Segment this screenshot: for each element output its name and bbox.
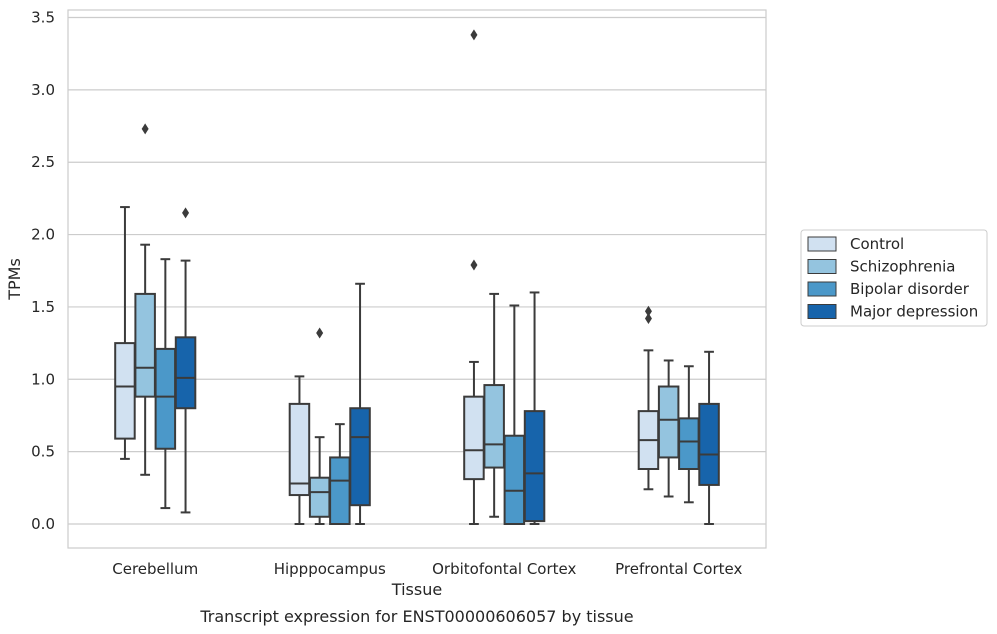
box-control bbox=[114, 206, 136, 460]
x-axis-ticks: Cerebellum Hipppocampus Orbitofontal Corte… bbox=[112, 560, 742, 578]
outlier-marker bbox=[644, 313, 652, 325]
box-major-depression bbox=[174, 207, 197, 514]
chart-caption: Transcript expression for ENST0000060605… bbox=[199, 607, 633, 626]
y-tick-label: 2.0 bbox=[31, 226, 55, 244]
box-iqr bbox=[329, 456, 351, 525]
box-iqr bbox=[523, 410, 546, 523]
legend-label: Schizophrenia bbox=[850, 258, 955, 276]
legend-swatch bbox=[807, 259, 837, 274]
outlier-marker bbox=[470, 29, 478, 41]
box-iqr bbox=[678, 417, 700, 471]
box-schizophrenia bbox=[134, 123, 156, 476]
box-schizophrenia bbox=[308, 327, 331, 525]
box-iqr bbox=[503, 434, 526, 525]
outlier-marker bbox=[141, 123, 149, 135]
y-tick-label: 0.0 bbox=[31, 515, 55, 533]
legend-swatch bbox=[807, 304, 837, 319]
box-iqr bbox=[483, 384, 505, 469]
box-iqr bbox=[349, 407, 371, 507]
box-control bbox=[288, 375, 311, 525]
box-bipolar-disorder bbox=[329, 423, 351, 525]
x-axis-label: Tissue bbox=[391, 580, 442, 599]
box-iqr bbox=[288, 402, 311, 497]
box-schizophrenia bbox=[483, 292, 505, 518]
box-major-depression bbox=[349, 282, 371, 525]
box-iqr bbox=[134, 292, 156, 398]
x-tick-label: Cerebellum bbox=[112, 560, 198, 578]
legend-swatch bbox=[807, 281, 837, 297]
x-tick-label: Orbitofontal Cortex bbox=[432, 560, 576, 578]
y-tick-label: 1.5 bbox=[31, 298, 55, 316]
box-iqr bbox=[657, 385, 680, 459]
x-tick-label: Prefrontal Cortex bbox=[615, 560, 742, 578]
box-schizophrenia bbox=[657, 359, 680, 498]
legend-label: Bipolar disorder bbox=[850, 280, 970, 298]
box-iqr bbox=[154, 347, 177, 450]
y-axis-ticks: 0.0 0.5 1.0 1.5 2.0 2.5 3.0 3.5 bbox=[31, 9, 55, 534]
box-major-depression bbox=[523, 291, 546, 525]
outlier-marker bbox=[182, 207, 190, 219]
y-tick-label: 1.0 bbox=[31, 370, 55, 388]
legend-swatch bbox=[807, 236, 837, 252]
legend: Control Schizophrenia Bipolar disorder Majo… bbox=[800, 229, 988, 327]
y-tick-label: 2.5 bbox=[31, 153, 55, 171]
box-bipolar-disorder bbox=[678, 365, 700, 504]
outlier-marker bbox=[316, 327, 324, 339]
legend-label: Major depression bbox=[850, 303, 978, 321]
box-iqr bbox=[174, 336, 197, 410]
y-axis-label: TPMs bbox=[5, 258, 24, 301]
box-bipolar-disorder bbox=[154, 258, 177, 510]
x-tick-label: Hipppocampus bbox=[274, 560, 386, 578]
legend-label: Control bbox=[850, 235, 904, 253]
box-iqr bbox=[114, 342, 136, 440]
y-tick-label: 3.0 bbox=[31, 81, 55, 99]
outlier-marker bbox=[470, 259, 478, 271]
boxes bbox=[114, 29, 720, 525]
plot-frame bbox=[67, 9, 767, 549]
legend-frame bbox=[800, 229, 988, 327]
y-tick-label: 0.5 bbox=[31, 443, 55, 461]
box-iqr bbox=[698, 402, 720, 486]
box-bipolar-disorder bbox=[503, 304, 526, 525]
box-iqr bbox=[463, 395, 485, 481]
box-iqr bbox=[308, 476, 331, 518]
outlier-marker bbox=[644, 305, 652, 317]
box-control bbox=[637, 305, 660, 491]
y-tick-label: 3.5 bbox=[31, 9, 55, 27]
box-major-depression bbox=[698, 350, 720, 525]
box-control bbox=[463, 29, 485, 525]
